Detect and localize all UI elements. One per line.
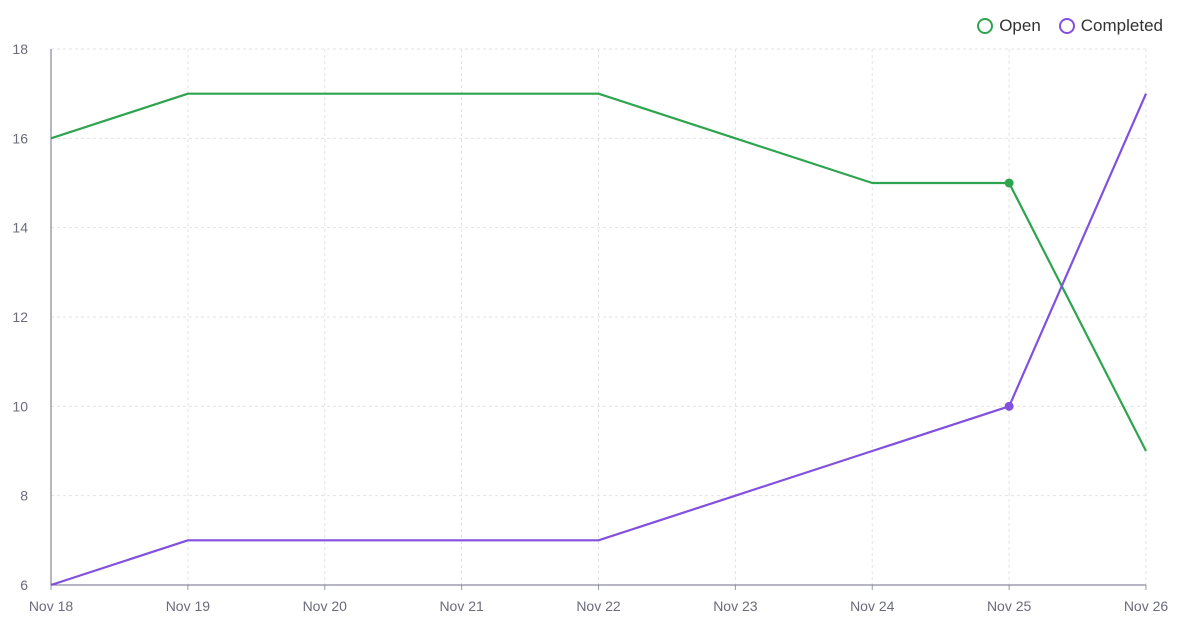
x-tick-label: Nov 25: [987, 598, 1032, 614]
x-tick-label: Nov 20: [303, 598, 348, 614]
axes: 6 8 10 12 14 16 18 Nov 18 Nov 19 Nov 20 Nov 21 Nov …: [12, 41, 1168, 614]
series-line-open[interactable]: [50, 92, 1147, 452]
x-tick-label: Nov 22: [576, 598, 621, 614]
point-markers: [1004, 178, 1014, 411]
y-tick-label: 6: [20, 577, 28, 593]
x-tick-label: Nov 24: [850, 598, 895, 614]
y-tick-label: 16: [12, 130, 28, 146]
legend-item-completed[interactable]: Completed: [1058, 16, 1163, 36]
x-tick-label: Nov 23: [713, 598, 758, 614]
x-tick-label: Nov 19: [166, 598, 211, 614]
grid-lines: [51, 48, 1147, 585]
chart-legend: Open Completed: [977, 16, 1163, 36]
y-tick-label: 12: [12, 309, 28, 325]
y-tick-label: 10: [12, 398, 28, 414]
y-tick-label: 8: [20, 488, 28, 504]
y-tick-label: 14: [12, 220, 28, 236]
y-tick-label: 18: [12, 41, 28, 57]
legend-swatch: [1058, 18, 1075, 34]
x-tick-label: Nov 18: [29, 598, 74, 614]
x-tick-label: Nov 21: [439, 598, 484, 614]
x-tick-label: Nov 26: [1124, 598, 1169, 614]
series-lines: [50, 92, 1148, 587]
data-point-open[interactable]: [1004, 178, 1014, 188]
legend-label: Completed: [1080, 16, 1163, 35]
legend-label: Open: [999, 16, 1041, 35]
data-point-completed[interactable]: [1004, 401, 1014, 411]
legend-swatch: [977, 18, 994, 34]
legend-item-open[interactable]: Open: [977, 16, 1041, 36]
series-line-completed[interactable]: [50, 93, 1148, 587]
